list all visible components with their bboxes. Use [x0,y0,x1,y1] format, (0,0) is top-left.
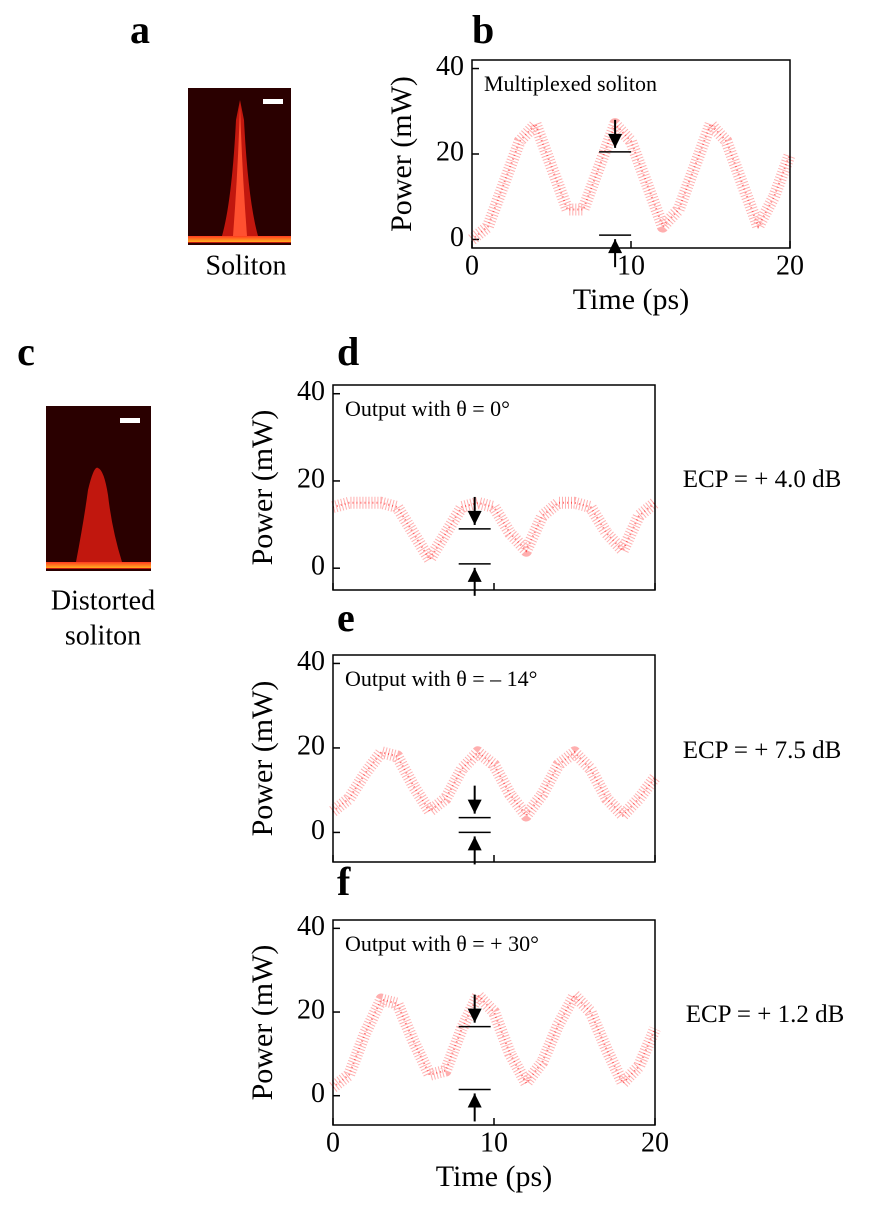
distorted-soliton-image [46,406,151,571]
plot-frame [332,384,656,591]
arrow-head [467,836,482,851]
y-tick-label: 20 [297,730,325,761]
ecp-label: ECP = + 7.5 dB [683,737,842,764]
y-tick-label: 20 [297,463,325,494]
ecp-label: ECP = + 1.2 dB [686,1001,845,1028]
panel-letter: a [130,7,150,52]
arrow-head [608,239,623,254]
soliton-image [188,88,291,245]
annotation: Output with θ = + 30° [345,931,539,956]
y-tick-label: 40 [297,376,325,407]
ecp-label: ECP = + 4.0 dB [683,466,842,493]
panel-letter: f [337,859,351,904]
image-caption: Distorted [51,585,155,616]
annotation: Multiplexed soliton [484,71,657,96]
eye-trace-core [471,122,791,241]
arrow-head [467,1008,482,1023]
plot-frame [332,654,656,863]
x-axis-label: Time (ps) [573,283,689,316]
eye-trace [329,746,660,822]
y-tick-label: 0 [311,815,325,846]
y-tick-label: 0 [311,1078,325,1109]
y-axis-label: Power (mW) [385,76,418,232]
panel-letter: b [472,7,494,52]
eye-trace [329,989,661,1093]
arrow-head [467,1093,482,1108]
eye-trace-core [332,501,656,562]
arrow-head [467,799,482,814]
panel-letter: d [337,329,359,374]
x-tick-label: 0 [326,1127,340,1158]
arrow-head [467,510,482,525]
y-axis-label: Power (mW) [246,410,279,566]
image-caption: soliton [65,620,141,651]
x-tick-label: 10 [480,1127,508,1158]
y-tick-label: 40 [436,51,464,82]
plot-frame [332,919,656,1126]
image-caption: Soliton [206,250,287,281]
eye-trace-core [332,993,656,1089]
eye-trace [331,496,659,566]
x-axis-label: Time (ps) [436,1160,552,1193]
eye-trace [468,118,796,245]
y-tick-label: 40 [297,646,325,677]
panel-letter: c [17,329,35,374]
arrow-head [608,133,623,148]
y-tick-label: 40 [297,911,325,942]
arrow-head [467,567,482,582]
x-tick-label: 20 [641,1127,669,1158]
plot-frame [471,59,791,249]
annotation: Output with θ = – 14° [345,666,537,691]
y-axis-label: Power (mW) [246,681,279,837]
x-tick-label: 10 [617,250,645,281]
y-tick-label: 0 [450,222,464,253]
y-tick-label: 0 [311,551,325,582]
x-tick-label: 0 [465,250,479,281]
y-axis-label: Power (mW) [246,945,279,1101]
annotation: Output with θ = 0° [345,396,510,421]
y-tick-label: 20 [436,136,464,167]
x-tick-label: 20 [776,250,804,281]
panel-letter: e [337,595,355,640]
y-tick-label: 20 [297,994,325,1025]
